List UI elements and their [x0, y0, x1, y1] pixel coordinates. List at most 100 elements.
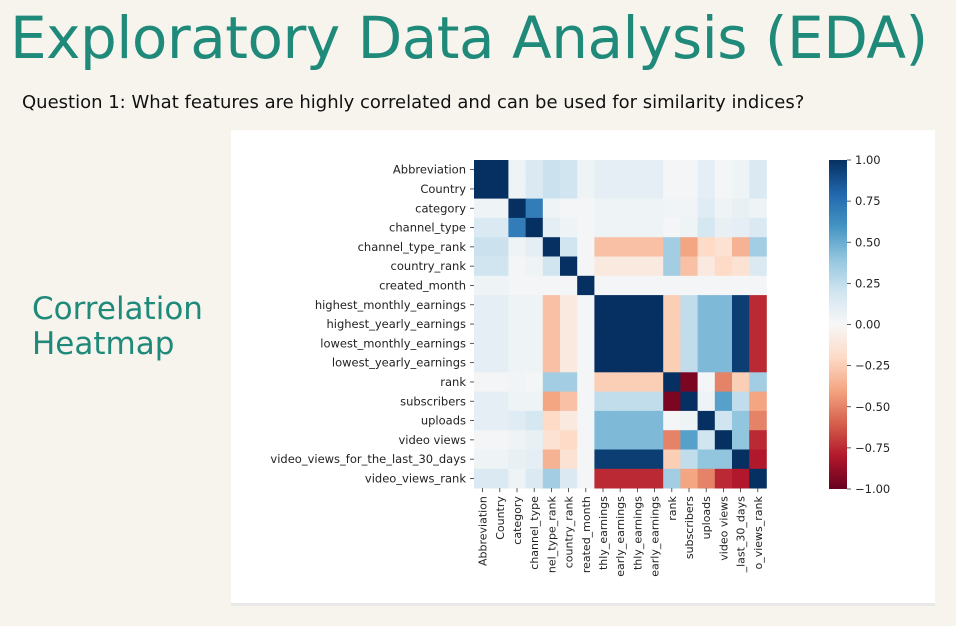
heatmap-cell	[680, 295, 698, 315]
heatmap-cell	[749, 353, 767, 373]
heatmap-cell	[508, 237, 526, 257]
column-label: nel_type_rank	[545, 495, 558, 573]
divider	[231, 603, 935, 606]
column-label: Abbreviation	[477, 496, 490, 566]
heatmap-cell	[628, 275, 647, 296]
heatmap-cell	[560, 372, 578, 392]
heatmap-cell	[594, 295, 612, 315]
heatmap-cell	[508, 430, 526, 450]
heatmap-cell	[663, 372, 681, 392]
heatmap-cell	[697, 217, 716, 238]
heatmap-cell	[491, 295, 509, 315]
heatmap-cell	[577, 372, 595, 392]
heatmap-cell	[663, 256, 681, 277]
heatmap-cell	[560, 217, 578, 238]
heatmap-cell	[663, 468, 681, 489]
heatmap-cell	[508, 198, 526, 219]
heatmap-cell	[697, 256, 716, 277]
heatmap-cell	[611, 198, 630, 219]
heatmap-cell	[749, 391, 767, 412]
heatmap-cell	[542, 372, 561, 392]
heatmap-cell	[663, 275, 681, 296]
heatmap-cell	[732, 430, 750, 450]
heatmap-cell	[749, 160, 767, 180]
heatmap-cell	[680, 198, 698, 219]
heatmap-cell	[628, 179, 647, 199]
column-label: uploads	[700, 496, 713, 539]
heatmap-cell	[646, 372, 664, 392]
heatmap-cell	[749, 179, 767, 199]
heatmap-cell	[697, 237, 716, 257]
heatmap-cell	[697, 430, 716, 450]
heatmap-cell	[680, 237, 698, 257]
heatmap-cell	[474, 217, 492, 238]
heatmap-cell	[697, 160, 716, 180]
heatmap-cell	[491, 179, 509, 199]
column-label: thly_earnings	[631, 496, 644, 570]
heatmap-cell	[646, 217, 664, 238]
heatmap-cell	[680, 430, 698, 450]
row-label: Abbreviation	[393, 163, 466, 177]
heatmap-cell	[560, 314, 578, 335]
heatmap-cell	[560, 160, 578, 180]
row-label: channel_type_rank	[358, 240, 467, 254]
heatmap-cell	[663, 198, 681, 219]
heatmap-cell	[697, 295, 716, 315]
heatmap-cells	[474, 160, 767, 489]
heatmap-cell	[646, 179, 664, 199]
heatmap-cell	[611, 430, 630, 450]
heatmap-cell	[749, 314, 767, 335]
heatmap-cell	[525, 353, 544, 373]
heatmap-cell	[732, 449, 750, 470]
heatmap-cell	[577, 295, 595, 315]
colorbar-tick-label: −1.00	[855, 482, 890, 496]
heatmap-cell	[474, 430, 492, 450]
heatmap-cell	[646, 237, 664, 257]
heatmap-cell	[594, 391, 612, 412]
column-label: channel_type	[528, 496, 541, 570]
heatmap-cell	[732, 295, 750, 315]
heatmap-cell	[732, 468, 750, 489]
heatmap-cell	[474, 295, 492, 315]
heatmap-cell	[611, 468, 630, 489]
heatmap-cell	[732, 179, 750, 199]
heatmap-cell	[680, 179, 698, 199]
heatmap-cell	[628, 372, 647, 392]
row-label: uploads	[421, 414, 466, 428]
heatmap-cell	[508, 275, 526, 296]
heatmap-cell	[646, 160, 664, 180]
heatmap-cell	[525, 333, 544, 354]
heatmap-cell	[628, 391, 647, 412]
heatmap-cell	[697, 179, 716, 199]
heatmap-cell	[646, 198, 664, 219]
row-label: Country	[420, 182, 466, 196]
heatmap-cell	[542, 217, 561, 238]
question-text: Question 1: What features are highly cor…	[22, 92, 805, 113]
heatmap-cell	[474, 333, 492, 354]
heatmap-cell	[525, 237, 544, 257]
heatmap-cell	[749, 198, 767, 219]
heatmap-cell	[594, 160, 612, 180]
heatmap-cell	[628, 256, 647, 277]
heatmap-cell	[628, 410, 647, 431]
heatmap-cell	[680, 160, 698, 180]
heatmap-cell	[491, 333, 509, 354]
heatmap-cell	[697, 275, 716, 296]
heatmap-cell	[697, 410, 716, 431]
heatmap-cell	[628, 217, 647, 238]
heatmap-cell	[749, 295, 767, 315]
heatmap-cell	[714, 179, 733, 199]
heatmap-cell	[577, 391, 595, 412]
heatmap-cell	[714, 198, 733, 219]
heatmap-cell	[525, 314, 544, 335]
heatmap-cell	[491, 391, 509, 412]
heatmap-cell	[474, 198, 492, 219]
heatmap-cell	[594, 198, 612, 219]
heatmap-cell	[542, 275, 561, 296]
heatmap-cell	[508, 353, 526, 373]
heatmap-cell	[474, 179, 492, 199]
column-label: o_views_rank	[752, 495, 765, 569]
heatmap-cell	[577, 217, 595, 238]
heatmap-cell	[525, 275, 544, 296]
heatmap-cell	[680, 275, 698, 296]
